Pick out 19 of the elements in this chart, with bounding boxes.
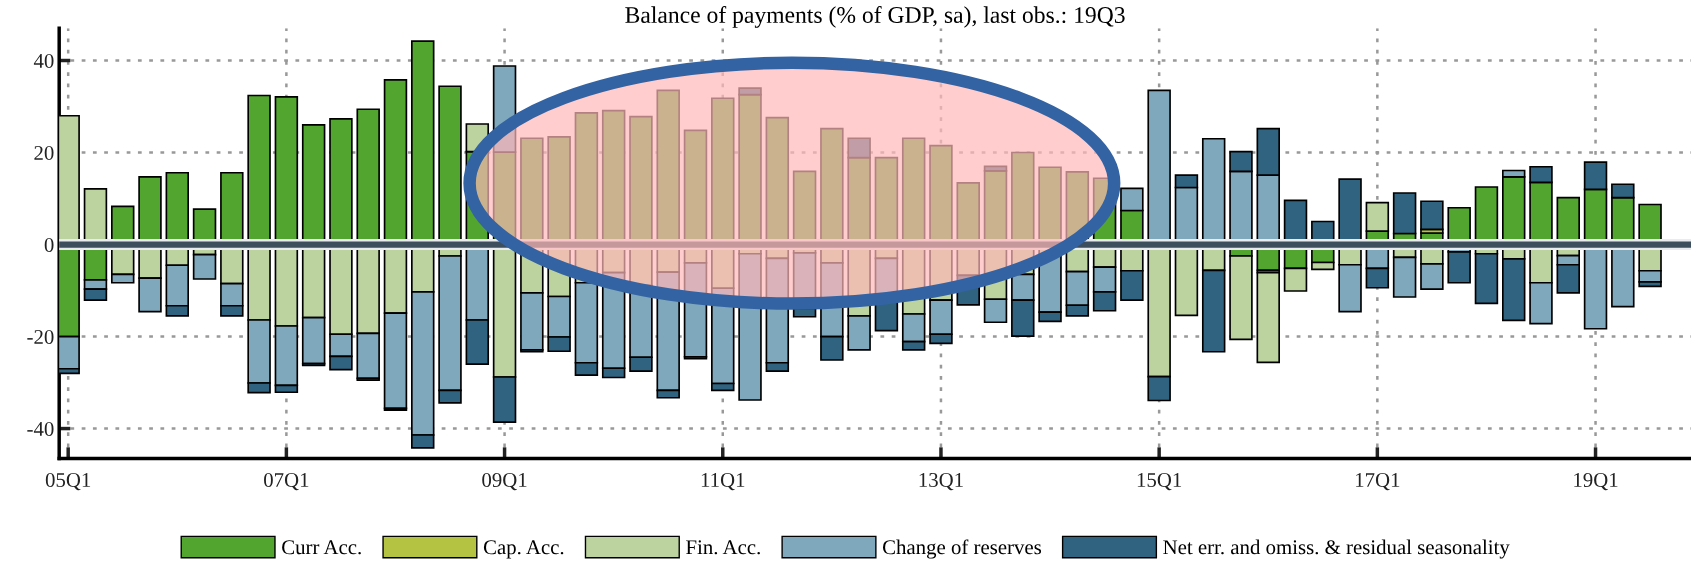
legend-label: Curr Acc.	[282, 540, 361, 555]
x-tick-label: 05Q1	[45, 472, 91, 491]
x-tick-label: 17Q1	[1356, 473, 1400, 491]
x-tick-label: 15Q1	[1137, 473, 1182, 491]
y-tick-label: -20	[27, 329, 54, 344]
x-tick-label: 13Q1	[919, 473, 963, 491]
legend-label: Change of reserves	[882, 539, 1042, 559]
x-tick-label: 11Q1	[701, 473, 745, 491]
x-tick-label: 07Q1	[264, 472, 309, 491]
x-tick-label: 19Q1	[1574, 473, 1618, 491]
y-tick-label: 0	[44, 237, 54, 252]
legend-label: Cap. Acc.	[483, 540, 564, 559]
legend-label: Fin. Acc.	[686, 540, 760, 555]
chart-title: Balance of payments (% of GDP, sa), last obs.: 19Q3	[625, 6, 1125, 28]
y-tick-label: 20	[34, 145, 54, 160]
y-tick-label: 40	[33, 53, 54, 68]
x-tick-label: 09Q1	[482, 472, 527, 491]
y-tick-label: -40	[27, 421, 54, 436]
legend-label: Net err. and omiss. & residual seasonality	[1163, 539, 1510, 559]
